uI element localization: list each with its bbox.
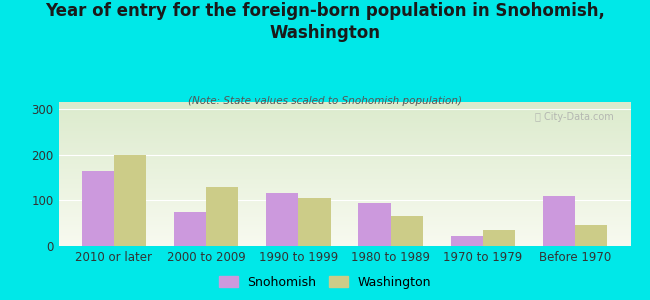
Text: Year of entry for the foreign-born population in Snohomish,
Washington: Year of entry for the foreign-born popul… — [45, 2, 605, 42]
Bar — [266, 194, 298, 246]
Bar — [81, 171, 114, 246]
Bar — [206, 187, 239, 246]
Bar — [298, 198, 331, 246]
Text: (Note: State values scaled to Snohomish population): (Note: State values scaled to Snohomish … — [188, 96, 462, 106]
Bar — [358, 203, 391, 246]
Text: ⓘ City-Data.com: ⓘ City-Data.com — [534, 112, 614, 122]
Bar — [575, 225, 608, 246]
Bar — [391, 216, 423, 246]
Bar — [174, 212, 206, 246]
Legend: Snohomish, Washington: Snohomish, Washington — [214, 271, 436, 294]
Bar — [543, 196, 575, 246]
Bar — [114, 154, 146, 246]
Bar — [483, 230, 515, 246]
Bar — [450, 236, 483, 246]
